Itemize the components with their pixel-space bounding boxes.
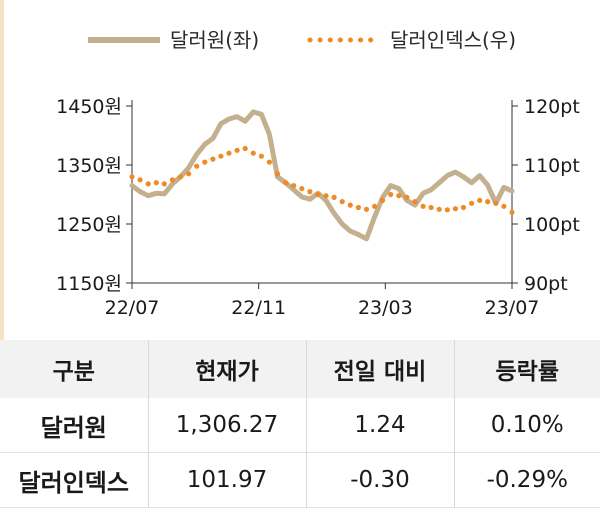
- dxy-point: [412, 199, 417, 204]
- table-header-row: 구분 현재가 전일 대비 등락률: [0, 340, 600, 398]
- exchange-rate-chart: 달러원(좌) 달러인덱스(우) 1450원 1350원 1250원 1150원 120p…: [0, 0, 600, 340]
- dxy-point: [194, 164, 199, 169]
- dxy-point: [323, 193, 328, 198]
- chart-legend: 달러원(좌) 달러인덱스(우): [88, 28, 516, 52]
- row-name: 달러원: [0, 398, 148, 453]
- dxy-point: [461, 205, 466, 210]
- dxy-point: [356, 205, 361, 210]
- legend-label-dxy: 달러인덱스(우): [390, 28, 516, 52]
- dxy-point: [477, 198, 482, 203]
- header-change: 전일 대비: [306, 340, 454, 398]
- x-tick-label: 23/03: [358, 297, 413, 319]
- dxy-point: [283, 180, 288, 185]
- dxy-point: [186, 171, 191, 176]
- right-tick-label: 100pt: [524, 214, 580, 236]
- right-tick-label: 90pt: [524, 273, 568, 295]
- dxy-point: [469, 201, 474, 206]
- x-tick-label: 22/07: [105, 297, 160, 319]
- series-layer: [129, 112, 514, 239]
- right-tick-label: 120pt: [524, 96, 580, 118]
- chart-svg: 달러원(좌) 달러인덱스(우) 1450원 1350원 1250원 1150원 120p…: [0, 0, 600, 340]
- row-change: 1.24: [306, 398, 454, 453]
- dxy-point: [396, 193, 401, 198]
- dxy-point: [332, 195, 337, 200]
- axis-ticks: 1450원1350원1250원1150원120pt110pt100pt90pt2…: [56, 96, 580, 319]
- legend-label-krw: 달러원(좌): [170, 28, 259, 52]
- row-change-rate: -0.29%: [454, 453, 600, 508]
- dxy-point: [299, 186, 304, 191]
- dxy-point: [501, 204, 506, 209]
- right-tick-label: 110pt: [524, 155, 580, 177]
- dxy-point: [364, 207, 369, 212]
- dxy-point: [218, 154, 223, 159]
- dxy-point: [307, 189, 312, 194]
- dxy-point: [348, 203, 353, 208]
- row-change: -0.30: [306, 453, 454, 508]
- row-current-price: 1,306.27: [148, 398, 306, 453]
- dxy-point: [340, 199, 345, 204]
- row-name: 달러인덱스: [0, 453, 148, 508]
- quote-table: 구분 현재가 전일 대비 등락률 달러원 1,306.27 1.24 0.10%…: [0, 340, 600, 508]
- dxy-point: [388, 192, 393, 197]
- row-change-rate: 0.10%: [454, 398, 600, 453]
- dxy-point: [275, 171, 280, 176]
- header-current-price: 현재가: [148, 340, 306, 398]
- dxy-point: [429, 205, 434, 210]
- dxy-point: [170, 177, 175, 182]
- dxy-point: [251, 151, 256, 156]
- left-tick-label: 1150원: [56, 273, 122, 295]
- row-current-price: 101.97: [148, 453, 306, 508]
- dxy-point: [154, 180, 159, 185]
- header-change-rate: 등락률: [454, 340, 600, 398]
- dxy-point: [138, 177, 143, 182]
- dxy-point: [267, 160, 272, 165]
- table-row: 달러인덱스 101.97 -0.30 -0.29%: [0, 453, 600, 508]
- dxy-point: [509, 210, 514, 215]
- dxy-point: [202, 160, 207, 165]
- dxy-point: [493, 201, 498, 206]
- dxy-point: [178, 174, 183, 179]
- dxy-point: [235, 148, 240, 153]
- dxy-point: [445, 207, 450, 212]
- x-tick-label: 22/11: [231, 297, 286, 319]
- header-category: 구분: [0, 340, 148, 398]
- left-tick-label: 1450원: [56, 96, 122, 118]
- left-tick-label: 1350원: [56, 155, 122, 177]
- x-tick-label: 23/07: [485, 297, 540, 319]
- dxy-point: [210, 157, 215, 162]
- dxy-point: [485, 199, 490, 204]
- dxy-point: [437, 207, 442, 212]
- dxy-point: [404, 195, 409, 200]
- dxy-point: [129, 174, 134, 179]
- dxy-point: [380, 198, 385, 203]
- dxy-point: [372, 204, 377, 209]
- dxy-point: [453, 206, 458, 211]
- left-tick-label: 1250원: [56, 214, 122, 236]
- dxy-point: [291, 183, 296, 188]
- dxy-point: [162, 181, 167, 186]
- dxy-point: [421, 204, 426, 209]
- table-row: 달러원 1,306.27 1.24 0.10%: [0, 398, 600, 453]
- dxy-point: [226, 151, 231, 156]
- dxy-point: [243, 146, 248, 151]
- dxy-point: [146, 181, 151, 186]
- dxy-point: [315, 192, 320, 197]
- dxy-point: [259, 154, 264, 159]
